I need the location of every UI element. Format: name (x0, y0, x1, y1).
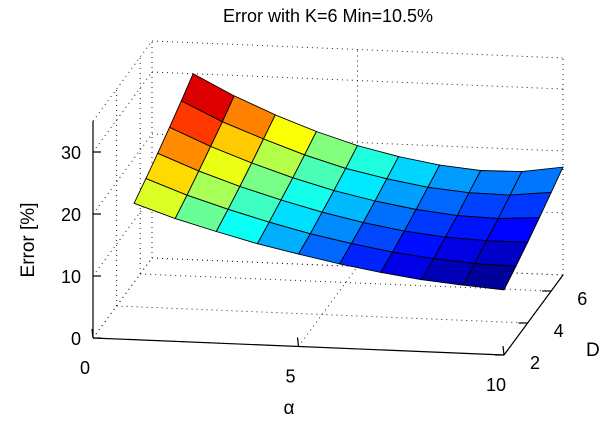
x-tick-mark (296, 337, 300, 347)
axes (91, 121, 564, 356)
labels: 0 5 10 246 0 10 20 30 α D Error [%] (18, 143, 600, 419)
x-tick-label: 10 (486, 375, 506, 395)
grid-line (140, 273, 552, 292)
grid-line (92, 40, 153, 122)
z-tick-label: 30 (61, 143, 81, 163)
z-tick-label: 20 (61, 205, 81, 225)
z-tick-label: 0 (71, 329, 81, 349)
x-tick-mark (502, 345, 505, 356)
x-tick-label: 0 (80, 358, 90, 378)
grid-line (92, 71, 153, 153)
grid-line (298, 266, 358, 347)
y-tick-label: 6 (577, 289, 587, 309)
y-tick-label: 2 (530, 353, 540, 373)
surface-cell (462, 263, 517, 291)
x-axis-label: α (284, 398, 295, 419)
y-tick-label: 4 (554, 321, 564, 341)
x-tick-label: 5 (285, 367, 295, 387)
grid-line (151, 71, 564, 90)
chart-title: Error with K=6 Min=10.5% (223, 6, 433, 26)
y-axis (503, 274, 564, 356)
grid-line (151, 40, 564, 59)
grid-line (92, 257, 153, 339)
grid-line (151, 133, 564, 152)
grid-line (92, 257, 153, 339)
surface (133, 73, 564, 291)
grid-line (116, 305, 528, 324)
y-axis-label: D (586, 340, 600, 361)
x-tick-mark (91, 328, 94, 339)
grid-line (92, 195, 153, 277)
z-axis-label: Error [%] (18, 203, 39, 278)
z-tick-label: 10 (61, 267, 81, 287)
